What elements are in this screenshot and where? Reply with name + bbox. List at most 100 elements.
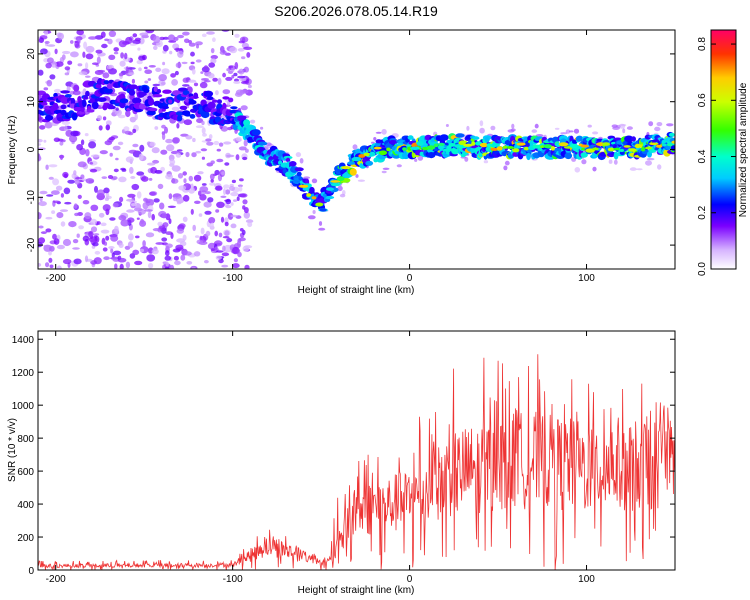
spectrogram-noise-blob xyxy=(142,202,149,210)
spectrogram-noise-blob xyxy=(43,139,47,143)
spectrogram-noise-blob xyxy=(56,265,62,269)
spectrogram-noise-blob xyxy=(232,246,240,255)
spectrogram-noise-blob xyxy=(88,36,97,40)
spectrogram-ridge-blob xyxy=(580,152,588,158)
spectrogram-ridge-blob xyxy=(243,119,251,127)
spectrogram-noise-blob xyxy=(151,248,159,255)
spectrogram-ridge-peak xyxy=(502,145,508,149)
spectrogram-noise-blob xyxy=(155,67,162,73)
spectrogram-ridge-peak xyxy=(666,143,673,147)
spectrogram-noise-blob xyxy=(70,40,74,44)
spectrogram-ridge-blob xyxy=(156,89,162,94)
spectrogram-noise-blob xyxy=(222,245,226,252)
spectrogram-noise-blob xyxy=(134,37,141,42)
spectrogram-noise-blob xyxy=(149,191,156,196)
spectrogram-noise-blob xyxy=(159,202,165,210)
spectrogram-noise-blob xyxy=(507,129,515,133)
spectrogram-noise-blob xyxy=(38,138,43,143)
spectrogram-x-label: Height of straight line (km) xyxy=(298,285,415,296)
spectrogram-noise-blob xyxy=(45,262,50,268)
spectrogram-noise-blob xyxy=(147,211,152,219)
spectrogram-noise-blob xyxy=(83,41,88,49)
spectrogram-noise-blob xyxy=(55,185,63,191)
spectrogram-ridge-blob xyxy=(230,106,238,110)
spectrogram-noise-blob xyxy=(201,120,205,126)
spectrogram-ridge-peak xyxy=(402,147,407,151)
spectrogram-noise-blob xyxy=(94,250,101,255)
spectrogram-noise-blob xyxy=(105,235,110,241)
spectrogram-noise-blob xyxy=(666,123,674,127)
spectrogram-ridge-peak xyxy=(373,146,382,150)
spectrogram-ridge-peak xyxy=(298,184,309,188)
spectrogram-ridge-blob xyxy=(60,90,70,94)
spectrogram-noise-blob xyxy=(203,201,212,208)
spectrogram-noise-blob xyxy=(119,60,126,67)
spectrogram-noise-blob xyxy=(114,109,122,116)
spectrogram-noise-blob xyxy=(226,238,233,243)
spectrogram-noise-blob xyxy=(242,199,248,205)
spectrogram-noise-blob xyxy=(95,49,103,54)
snr-plot-area xyxy=(38,354,675,570)
spectrogram-noise-blob xyxy=(125,156,134,163)
spectrogram-noise-blob xyxy=(118,242,124,248)
spectrogram-noise-blob xyxy=(49,264,54,269)
spectrogram-noise-blob xyxy=(132,33,138,38)
spectrogram-y-tick-label: -10 xyxy=(26,190,37,205)
spectrogram-noise-blob xyxy=(45,164,49,170)
spectrogram-noise-blob xyxy=(97,115,102,121)
spectrogram-noise-blob xyxy=(100,222,107,227)
spectrogram-noise-blob xyxy=(154,170,163,174)
spectrogram-noise-blob xyxy=(182,171,187,176)
spectrogram-noise-blob xyxy=(654,126,659,131)
spectrogram-noise-blob xyxy=(203,80,211,83)
spectrogram-noise-blob xyxy=(560,132,568,135)
spectrogram-noise-blob xyxy=(208,134,213,140)
spectrogram-ridge-peak xyxy=(351,156,362,162)
spectrogram-noise-blob xyxy=(225,198,232,205)
spectrogram-noise-blob xyxy=(238,146,247,151)
spectrogram-noise-blob xyxy=(207,197,214,203)
spectrogram-noise-blob xyxy=(161,237,168,242)
spectrogram-noise-blob xyxy=(85,178,95,184)
spectrogram-noise-blob xyxy=(70,51,79,58)
snr-x-tick-label: 0 xyxy=(407,574,413,585)
spectrogram-noise-blob xyxy=(84,212,92,220)
spectrogram-noise-blob xyxy=(646,157,655,161)
spectrogram-noise-blob xyxy=(38,37,45,43)
spectrogram-ridge-blob xyxy=(76,111,86,115)
spectrogram-noise-blob xyxy=(225,205,232,209)
spectrogram-noise-blob xyxy=(214,230,218,237)
spectrogram-noise-blob xyxy=(216,201,225,208)
spectrogram-noise-blob xyxy=(84,255,89,263)
spectrogram-ridge-peak xyxy=(433,143,439,148)
spectrogram-noise-blob xyxy=(105,124,111,131)
spectrogram-noise-blob xyxy=(151,147,160,154)
spectrogram-noise-blob xyxy=(102,204,111,212)
colorbar-ticks: 0.0 0.2 0.4 0.6 0.8 xyxy=(697,37,736,276)
spectrogram-ridge-blob xyxy=(60,109,67,116)
spectrogram-noise-blob xyxy=(113,47,119,52)
spectrogram-noise-blob xyxy=(230,192,239,197)
spectrogram-noise-blob xyxy=(84,133,89,137)
spectrogram-noise-blob xyxy=(199,194,207,201)
spectrogram-noise-blob xyxy=(233,80,241,84)
spectrogram-noise-blob xyxy=(67,179,76,184)
spectrogram-noise-blob xyxy=(198,190,202,196)
spectrogram-ridge-blob xyxy=(330,183,341,187)
spectrogram-noise-blob xyxy=(174,48,183,51)
spectrogram-noise-blob xyxy=(138,67,142,72)
spectrogram-noise-blob xyxy=(175,244,184,251)
spectrogram-ridge-peak xyxy=(619,149,625,152)
spectrogram-ridge-blob xyxy=(472,136,480,140)
spectrogram-noise-blob xyxy=(215,255,222,260)
spectrogram-noise-blob xyxy=(234,33,240,38)
spectrogram-noise-blob xyxy=(198,213,203,217)
spectrogram-noise-blob xyxy=(196,118,204,124)
spectrogram-ridge-peak xyxy=(326,187,334,191)
spectrogram-noise-blob xyxy=(171,165,181,172)
spectrogram-noise-blob xyxy=(123,126,130,132)
colorbar-tick-label: 0.8 xyxy=(697,37,708,51)
spectrogram-noise-blob xyxy=(94,185,98,193)
